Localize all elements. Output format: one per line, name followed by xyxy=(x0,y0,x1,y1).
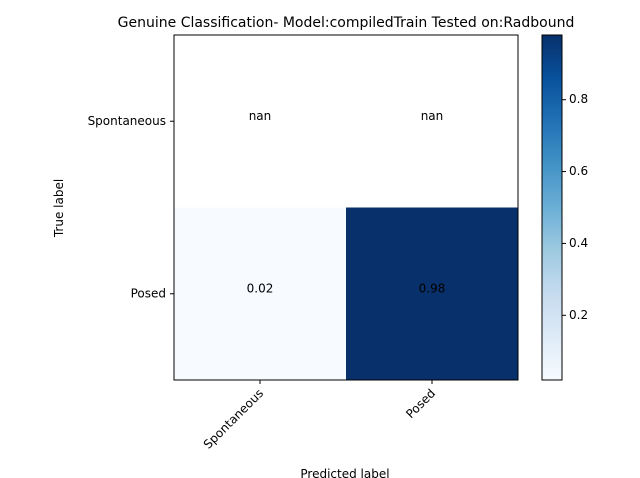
colorbar-tick-label: 0.4 xyxy=(569,236,588,250)
colorbar xyxy=(541,34,563,381)
heatmap-cell-labels: nan nan 0.02 0.98 xyxy=(247,109,446,296)
y-tick-label: Spontaneous xyxy=(88,114,166,128)
cell-value-label: nan xyxy=(249,109,272,123)
heatmap-cell xyxy=(174,207,346,380)
heatmap-cell xyxy=(346,207,518,380)
cell-value-label: 0.98 xyxy=(419,281,446,295)
heatmap-cells xyxy=(174,207,518,380)
colorbar-tick-label: 0.8 xyxy=(569,92,588,106)
x-axis-label: Predicted label xyxy=(300,467,389,478)
x-axis-ticks: Spontaneous Posed xyxy=(201,380,438,452)
colorbar-tick-label: 0.6 xyxy=(569,164,588,178)
colorbar-tick-label: 0.2 xyxy=(569,308,588,322)
y-tick-label: Posed xyxy=(131,286,166,300)
chart-title: Genuine Classification- Model:compiledTr… xyxy=(118,15,575,31)
cell-value-label: nan xyxy=(421,109,444,123)
x-tick-label: Spontaneous xyxy=(201,386,266,451)
y-axis-ticks: Spontaneous Posed xyxy=(88,114,174,300)
y-axis-label: True label xyxy=(52,179,66,238)
colorbar-ticks: 0.2 0.4 0.6 0.8 xyxy=(562,92,588,322)
x-tick-label: Posed xyxy=(403,386,438,421)
plot-frame xyxy=(173,34,519,381)
cell-value-label: 0.02 xyxy=(247,281,274,295)
